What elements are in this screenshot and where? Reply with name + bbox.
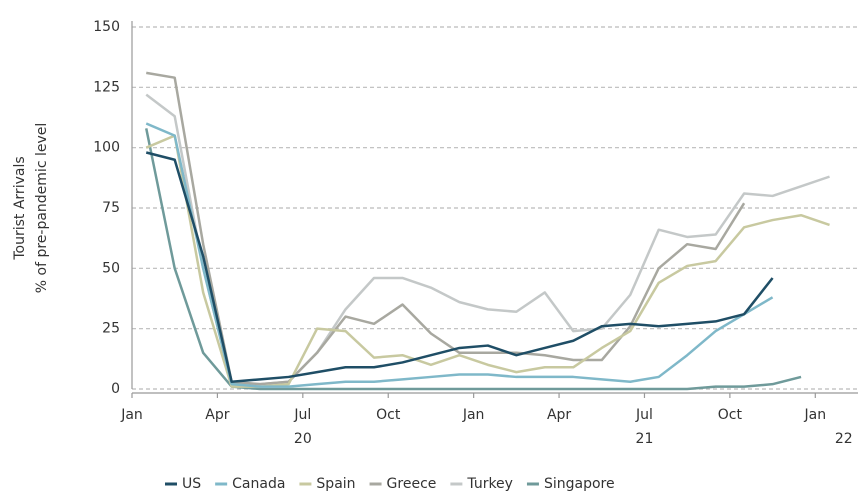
y-tick-label: 125 bbox=[93, 79, 120, 95]
x-tick-label: Jan bbox=[462, 407, 485, 423]
y-tick-label: 0 bbox=[111, 381, 120, 397]
y-axis-label: % of pre-pandemic level bbox=[34, 123, 50, 294]
y-tick-label: 25 bbox=[102, 321, 120, 337]
x-tick-label: Oct bbox=[376, 407, 401, 423]
x-tick-label: Apr bbox=[205, 407, 229, 423]
series-line bbox=[145, 122, 774, 388]
legend-label: Greece bbox=[387, 476, 437, 492]
legend-label: Turkey bbox=[466, 476, 513, 492]
x-tick-label: Oct bbox=[718, 407, 743, 423]
series-line bbox=[146, 71, 746, 386]
x-year-label: 22 bbox=[835, 431, 853, 447]
x-tick-label: Jan bbox=[120, 407, 143, 423]
legend-label: Canada bbox=[232, 476, 285, 492]
series-line bbox=[145, 93, 830, 386]
y-tick-label: 100 bbox=[93, 140, 120, 156]
y-axis-label: Tourist Arrivals bbox=[12, 156, 28, 260]
series-line bbox=[145, 134, 830, 388]
x-tick-label: Jul bbox=[635, 407, 653, 423]
y-tick-label: 150 bbox=[93, 19, 120, 35]
legend-label: Singapore bbox=[544, 476, 615, 492]
series-line bbox=[145, 128, 802, 391]
legend: US Canada Spain Greece Turkey Singapore bbox=[165, 476, 615, 492]
legend-label: US bbox=[182, 476, 201, 492]
y-tick-label: 75 bbox=[102, 200, 120, 216]
x-tick-label: Apr bbox=[547, 407, 571, 423]
legend-label: Spain bbox=[316, 476, 355, 492]
series-line bbox=[145, 151, 774, 384]
y-tick-label: 50 bbox=[102, 260, 120, 276]
x-year-label: 21 bbox=[636, 431, 654, 447]
x-tick-label: Jan bbox=[803, 407, 826, 423]
x-tick-label: Jul bbox=[293, 407, 311, 423]
x-year-label: 20 bbox=[294, 431, 312, 447]
